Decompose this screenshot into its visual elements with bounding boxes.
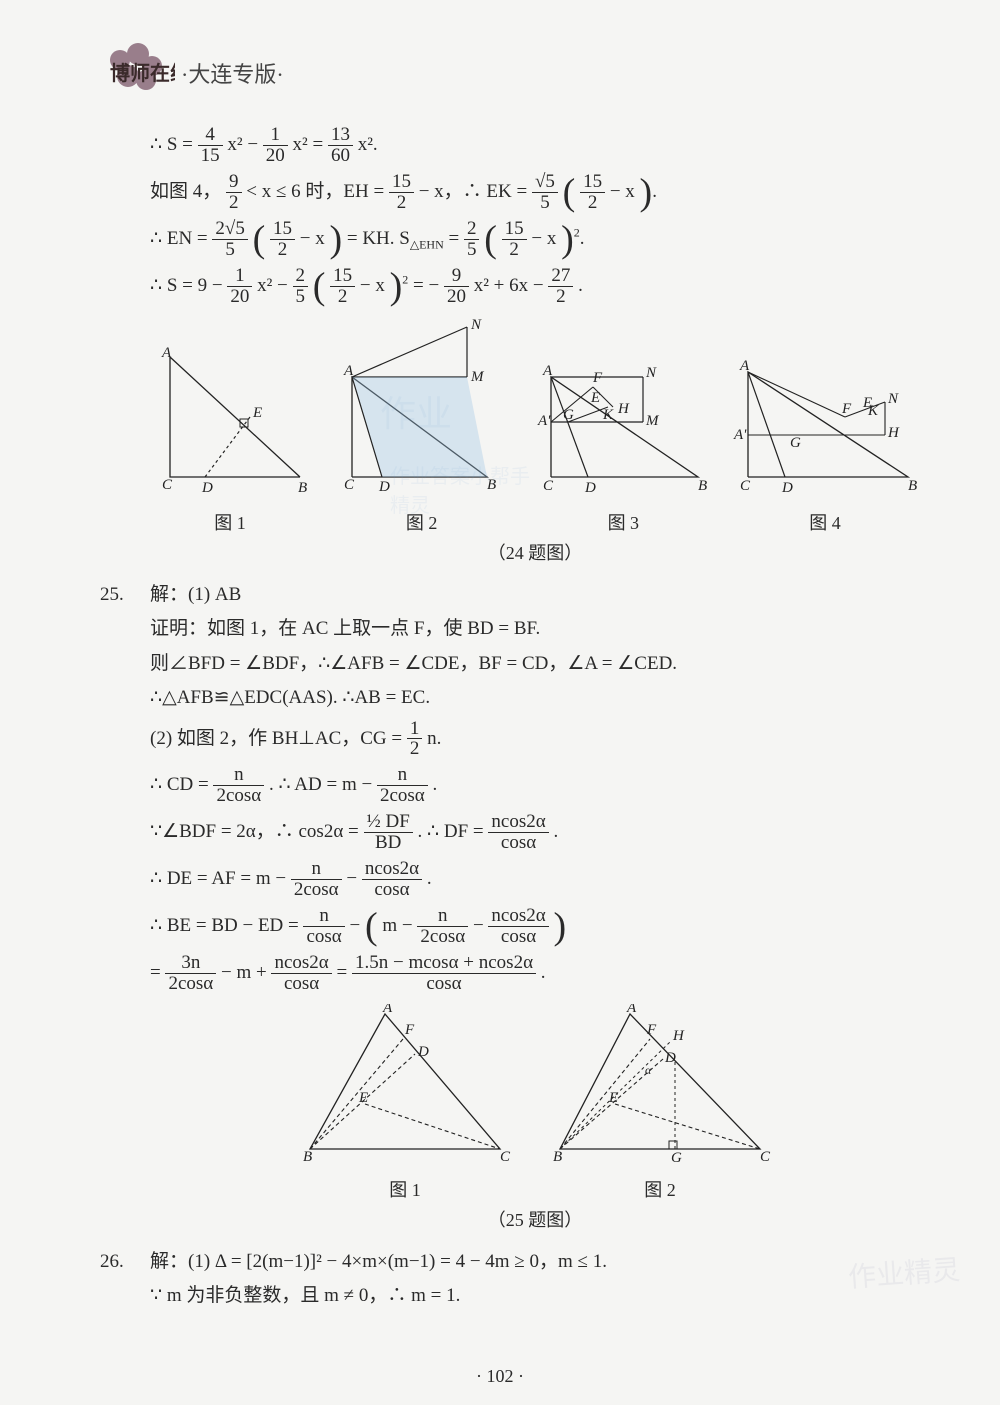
svg-text:K: K bbox=[867, 403, 879, 419]
figure-label: 图 4 bbox=[730, 509, 920, 535]
watermark-stamp: 作业精灵 bbox=[847, 1248, 962, 1296]
svg-text:E: E bbox=[608, 1090, 618, 1106]
page-number: · 102 · bbox=[0, 1366, 1000, 1387]
svg-text:D: D bbox=[417, 1044, 429, 1060]
svg-text:C: C bbox=[500, 1149, 511, 1164]
math-line: ∴ EN = 2√55 ( 152 − x ) = KH. S△EHN = 25… bbox=[150, 219, 920, 260]
figure-label: 图 2 bbox=[327, 509, 517, 535]
question-number: 25. bbox=[100, 581, 150, 610]
svg-text:H: H bbox=[887, 425, 900, 441]
math-line: = 3n2cosα − m + ncos2αcosα = 1.5n − mcos… bbox=[150, 953, 920, 994]
svg-text:A: A bbox=[382, 1004, 393, 1016]
svg-text:G: G bbox=[563, 407, 574, 423]
figure-set-label: （24 题图） bbox=[150, 539, 920, 565]
svg-text:N: N bbox=[645, 365, 657, 381]
svg-text:C: C bbox=[344, 477, 355, 493]
figure-label: 图 1 bbox=[295, 1176, 515, 1202]
svg-text:F: F bbox=[592, 370, 603, 386]
content-body: ∴ S = 415 x² − 120 x² = 1360 x². 如图 4， 9… bbox=[100, 125, 920, 1311]
math-line: ∴ S = 9 − 120 x² − 25 ( 152 − x )2 = − 9… bbox=[150, 266, 920, 307]
svg-text:B: B bbox=[303, 1149, 312, 1164]
question-26: 26. 解：(1) Δ = [2(m−1)]² − 4×m×(m−1) = 4 … bbox=[150, 1248, 920, 1277]
svg-text:A: A bbox=[626, 1004, 637, 1016]
svg-text:B: B bbox=[553, 1149, 562, 1164]
svg-text:N: N bbox=[887, 391, 899, 407]
svg-text:B: B bbox=[908, 478, 917, 494]
figure-set-label: （25 题图） bbox=[150, 1206, 920, 1232]
svg-text:A': A' bbox=[537, 413, 551, 429]
svg-text:G: G bbox=[671, 1150, 682, 1164]
svg-text:H: H bbox=[672, 1028, 685, 1044]
page-header: 博师在线 ·大连专版· bbox=[100, 40, 920, 105]
svg-text:A': A' bbox=[733, 427, 747, 443]
svg-text:C: C bbox=[760, 1149, 771, 1164]
edition-label: ·大连专版· bbox=[181, 57, 284, 89]
svg-text:C: C bbox=[162, 477, 173, 493]
figure-row-25: AB CD FE 图 1 AB CD FH E bbox=[150, 1004, 920, 1202]
geometry-figure-25-2: A B C D FH E G α bbox=[545, 1004, 775, 1164]
svg-text:D: D bbox=[378, 479, 390, 495]
math-line: ∴ DE = AF = m − n2cosα − ncos2αcosα . bbox=[150, 859, 920, 900]
figure-label: 图 1 bbox=[150, 509, 310, 535]
proof-line: 证明：如图 1，在 AC 上取一点 F，使 BD = BF. bbox=[150, 615, 920, 644]
svg-text:F: F bbox=[404, 1022, 415, 1038]
svg-text:G: G bbox=[790, 435, 801, 451]
svg-text:N: N bbox=[470, 317, 482, 333]
svg-text:A: A bbox=[739, 358, 750, 374]
svg-text:C: C bbox=[543, 478, 554, 494]
geometry-figure-2: A C D B N M bbox=[327, 317, 517, 497]
svg-text:C: C bbox=[740, 478, 751, 494]
svg-text:M: M bbox=[645, 413, 660, 429]
proof-line: ∵ m 为非负整数，且 m ≠ 0，∴ m = 1. bbox=[150, 1282, 920, 1311]
question-25: 25. 解：(1) AB bbox=[150, 581, 920, 610]
svg-text:F: F bbox=[646, 1022, 657, 1038]
svg-text:A: A bbox=[161, 347, 172, 361]
svg-text:D: D bbox=[781, 480, 793, 496]
math-line: ∴ S = 415 x² − 120 x² = 1360 x². bbox=[150, 125, 920, 166]
figure-label: 图 2 bbox=[545, 1176, 775, 1202]
figure-label: 图 3 bbox=[533, 509, 713, 535]
geometry-figure-25-1: A B C D F E bbox=[295, 1004, 515, 1164]
proof-line: (2) 如图 2，作 BH⊥AC，CG = 12 n. bbox=[150, 719, 920, 760]
proof-line: ∴△AFB≌△EDC(AAS). ∴AB = EC. bbox=[150, 684, 920, 713]
brand-logo: 博师在线 bbox=[100, 40, 175, 105]
svg-text:E: E bbox=[252, 405, 262, 421]
math-line: 如图 4， 92 < x ≤ 6 时，EH = 152 − x，∴ EK = √… bbox=[150, 172, 920, 213]
geometry-figure-3: A A' C D B N M F EG KH bbox=[533, 347, 713, 497]
svg-text:F: F bbox=[841, 401, 852, 417]
svg-text:A: A bbox=[343, 363, 354, 379]
svg-text:H: H bbox=[617, 401, 630, 417]
svg-text:A: A bbox=[542, 363, 553, 379]
svg-text:D: D bbox=[584, 480, 596, 496]
math-line: ∴ BE = BD − ED = ncosα − ( m − n2cosα − … bbox=[150, 906, 920, 947]
geometry-figure-1: A C D B E bbox=[150, 347, 310, 497]
svg-text:α: α bbox=[645, 1063, 652, 1077]
svg-text:E: E bbox=[590, 390, 600, 406]
svg-text:D: D bbox=[664, 1050, 676, 1066]
figure-row-24: A C D B E 图 1 A C D B N M 图 2 bbox=[150, 317, 920, 535]
svg-text:B: B bbox=[698, 478, 707, 494]
proof-line: 则∠BFD = ∠BDF，∴∠AFB = ∠CDE，BF = CD，∠A = ∠… bbox=[150, 650, 920, 679]
svg-text:B: B bbox=[298, 480, 307, 496]
svg-text:E: E bbox=[358, 1090, 368, 1106]
geometry-figure-4: AA' CD B NH FE KG bbox=[730, 347, 920, 497]
question-number: 26. bbox=[100, 1248, 150, 1277]
svg-text:D: D bbox=[201, 480, 213, 496]
svg-text:K: K bbox=[602, 407, 614, 423]
math-line: ∴ CD = n2cosα . ∴ AD = m − n2cosα . bbox=[150, 765, 920, 806]
math-line: ∵∠BDF = 2α，∴ cos2α = ½ DFBD . ∴ DF = nco… bbox=[150, 812, 920, 853]
svg-text:M: M bbox=[470, 369, 485, 385]
svg-text:博师在线: 博师在线 bbox=[110, 61, 175, 85]
svg-text:B: B bbox=[487, 477, 496, 493]
